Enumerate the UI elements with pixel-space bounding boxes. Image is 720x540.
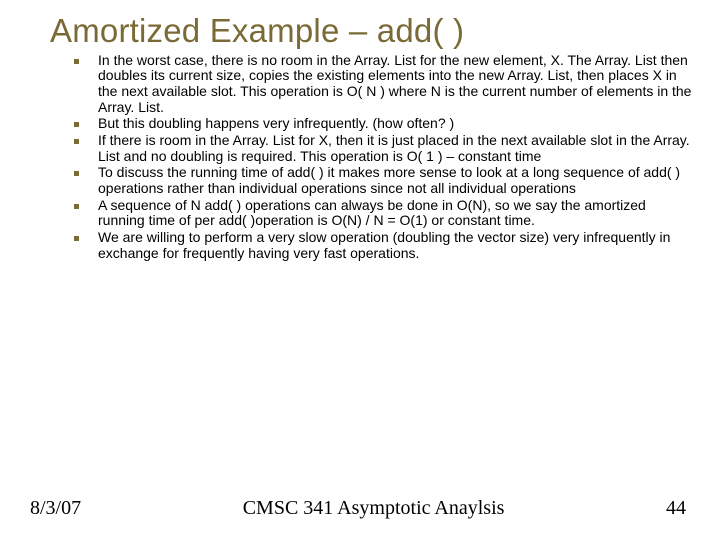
list-item: We are willing to perform a very slow op…	[82, 230, 694, 261]
footer: 8/3/07 CMSC 341 Asymptotic Anaylsis 44	[0, 497, 720, 520]
list-item: A sequence of N add( ) operations can al…	[82, 198, 694, 229]
bullet-list: In the worst case, there is no room in t…	[50, 53, 694, 262]
list-item: In the worst case, there is no room in t…	[82, 53, 694, 116]
bullet-text: But this doubling happens very infrequen…	[98, 115, 454, 131]
slide-title: Amortized Example – add( )	[50, 14, 694, 49]
list-item: To discuss the running time of add( ) it…	[82, 165, 694, 196]
bullet-text: If there is room in the Array. List for …	[98, 132, 690, 164]
bullet-text: To discuss the running time of add( ) it…	[98, 164, 680, 196]
footer-date: 8/3/07	[30, 497, 81, 520]
slide: Amortized Example – add( ) In the worst …	[0, 0, 720, 540]
list-item: But this doubling happens very infrequen…	[82, 116, 694, 132]
bullet-text: We are willing to perform a very slow op…	[98, 229, 670, 261]
footer-course: CMSC 341 Asymptotic Anaylsis	[81, 497, 666, 520]
bullet-text: In the worst case, there is no room in t…	[98, 52, 691, 115]
footer-page-number: 44	[666, 497, 686, 520]
list-item: If there is room in the Array. List for …	[82, 133, 694, 164]
bullet-text: A sequence of N add( ) operations can al…	[98, 197, 646, 229]
